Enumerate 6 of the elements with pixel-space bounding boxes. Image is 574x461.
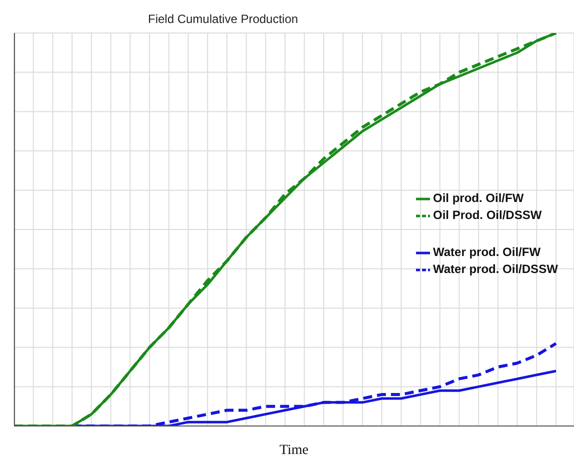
legend-label: Oil Prod. Oil/DSSW <box>433 207 542 224</box>
legend-label: Water prod. Oil/FW <box>433 244 541 261</box>
legend-label: Water prod. Oil/DSSW <box>433 261 558 278</box>
chart-title: Field Cumulative Production <box>148 12 298 26</box>
x-axis-title: Time <box>279 443 309 458</box>
legend-label: Oil prod. Oil/FW <box>433 190 524 207</box>
